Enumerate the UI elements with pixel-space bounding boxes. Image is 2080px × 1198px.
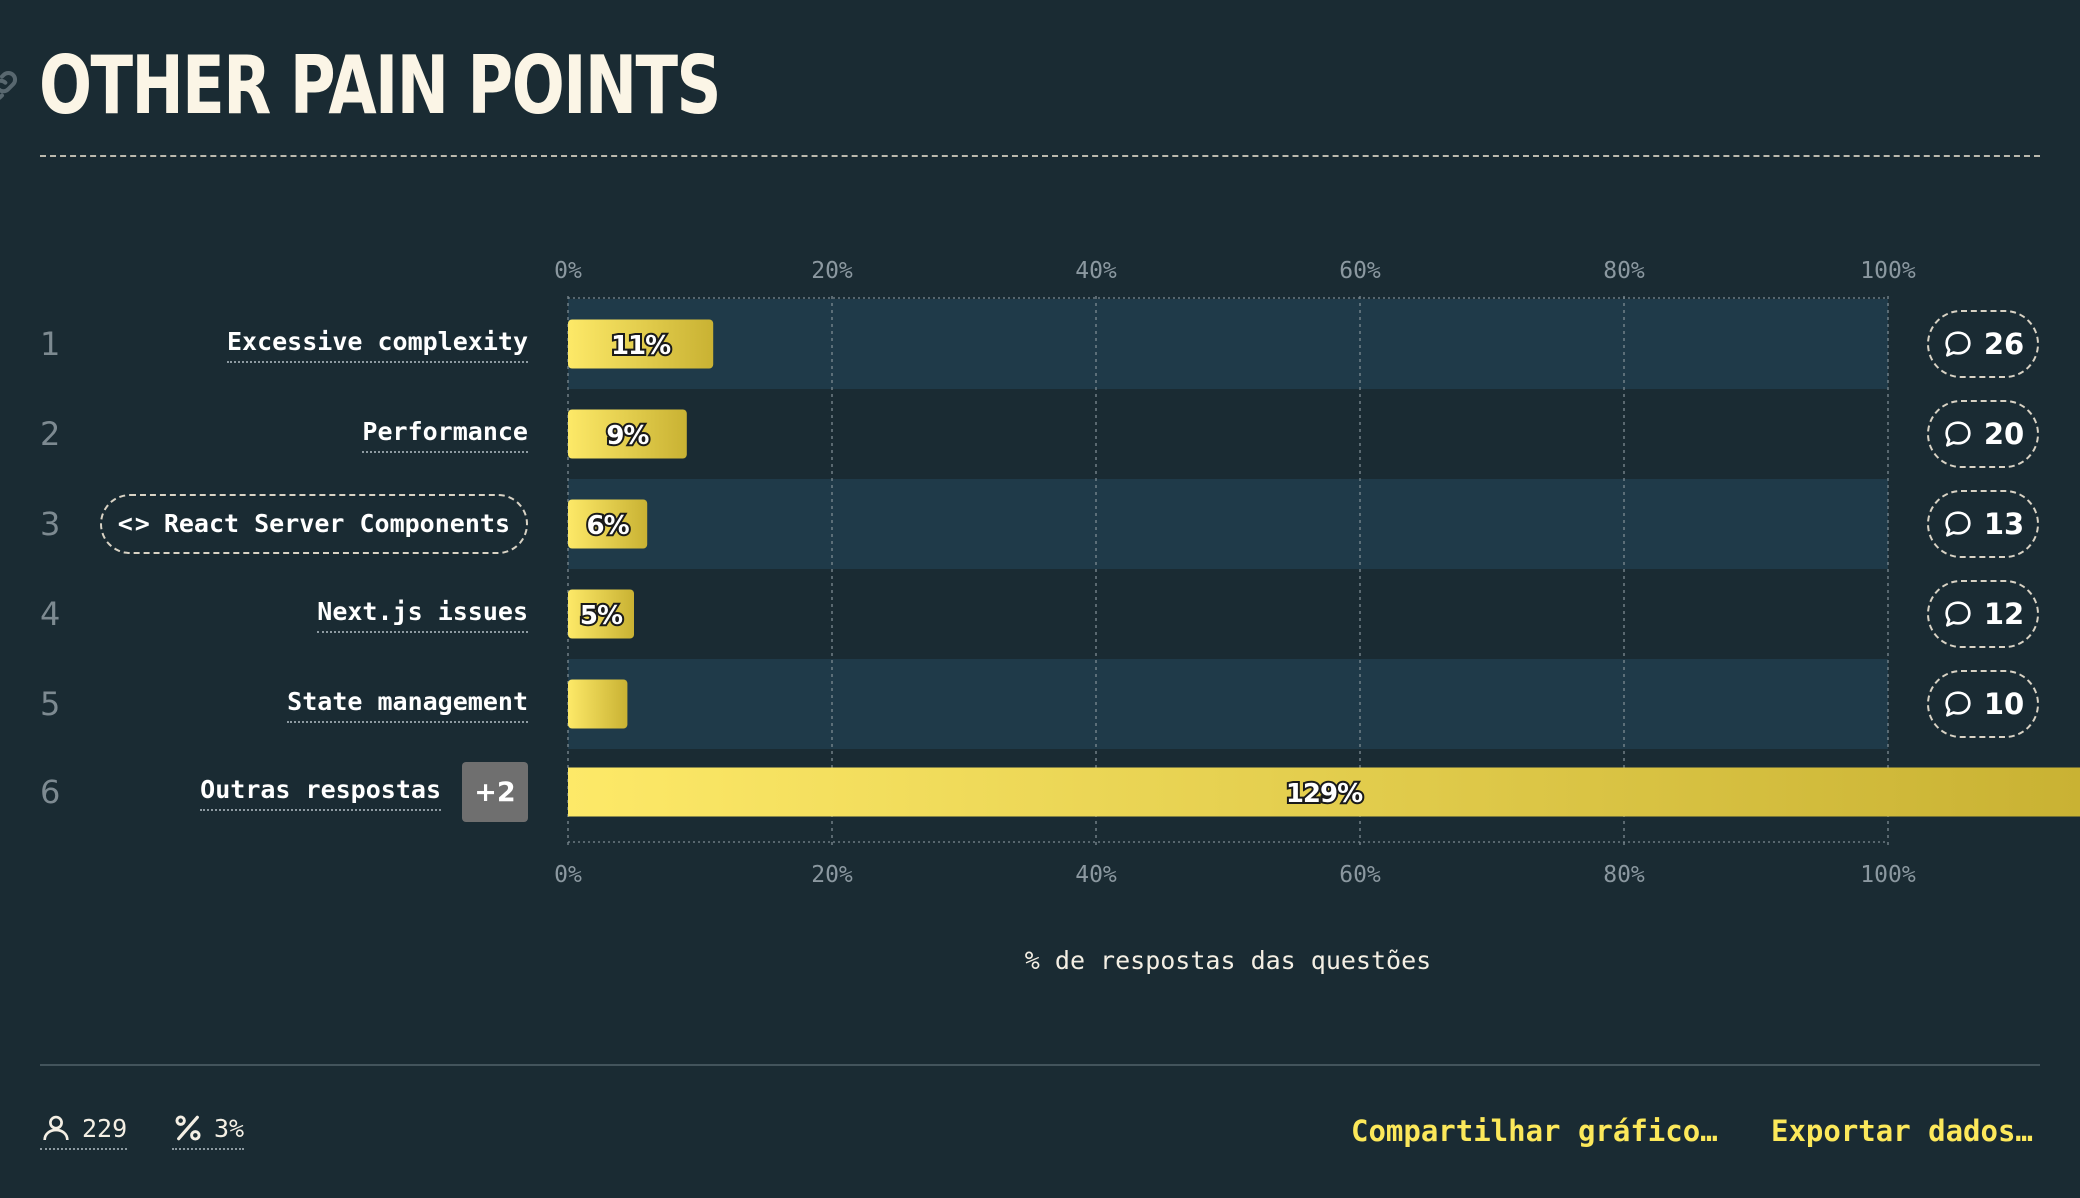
row-band <box>568 299 1888 389</box>
x-tick-label-top: 0% <box>554 258 582 284</box>
row-rank: 1 <box>40 325 61 363</box>
respondents-stat[interactable]: 229 <box>40 1112 128 1150</box>
share-chart-link[interactable]: Compartilhar gráfico… <box>1351 1114 1718 1148</box>
code-icon: <> <box>117 509 152 538</box>
comment-icon <box>1945 601 1971 627</box>
x-tick-label-top: 40% <box>1075 258 1117 284</box>
bar[interactable] <box>568 767 2080 817</box>
row-label[interactable]: State management <box>287 685 528 723</box>
bar-value-label: 129% <box>1286 779 1363 809</box>
export-data-link[interactable]: Exportar dados… <box>1771 1114 2033 1148</box>
respondents-count: 229 <box>82 1113 128 1143</box>
user-icon <box>43 1115 69 1141</box>
percent-value: 3% <box>214 1113 245 1143</box>
comments-button[interactable]: 10 <box>1927 670 2039 738</box>
row-rank: 2 <box>40 415 61 453</box>
x-tick-label-top: 80% <box>1603 258 1645 284</box>
row-rank: 6 <box>40 773 61 811</box>
row-band <box>568 659 1888 749</box>
percent-icon <box>175 1115 201 1141</box>
x-tick-label-top: 60% <box>1339 258 1381 284</box>
bar[interactable] <box>568 499 648 549</box>
row-label[interactable]: Excessive complexity <box>226 325 528 363</box>
row-rank: 4 <box>40 595 61 633</box>
bar[interactable] <box>568 319 714 369</box>
more-answers-badge[interactable]: +2 <box>462 762 528 822</box>
comment-count: 13 <box>1983 507 2025 541</box>
comment-count: 12 <box>1983 597 2025 631</box>
row-rank: 3 <box>40 505 61 543</box>
comment-count: 10 <box>1983 687 2025 721</box>
x-tick-label-bottom: 40% <box>1075 862 1117 888</box>
bar-value-label: 9% <box>606 421 649 451</box>
comment-icon <box>1945 691 1971 717</box>
row-band <box>568 479 1888 569</box>
link-icon[interactable] <box>0 66 22 106</box>
footer-divider <box>40 1064 2040 1066</box>
page-title: OTHER PAIN POINTS <box>39 39 721 132</box>
comment-icon <box>1945 511 1971 537</box>
comment-count: 20 <box>1983 417 2025 451</box>
bar[interactable] <box>568 679 628 729</box>
row-label[interactable]: Outras respostas <box>200 773 441 811</box>
bar[interactable] <box>568 409 687 459</box>
row-label[interactable]: Performance <box>362 415 528 453</box>
bar-value-label: 6% <box>587 511 630 541</box>
comments-button[interactable]: 13 <box>1927 490 2039 558</box>
x-tick-label-bottom: 0% <box>554 862 582 888</box>
x-tick-label-bottom: 100% <box>1860 862 1916 888</box>
percent-stat[interactable]: 3% <box>172 1112 245 1150</box>
x-axis-title: % de respostas das questões <box>1024 946 1432 975</box>
x-tick-label-bottom: 60% <box>1339 862 1381 888</box>
row-label[interactable]: Next.js issues <box>317 595 528 633</box>
row-rank: 5 <box>40 685 61 723</box>
x-tick-label-top: 100% <box>1860 258 1916 284</box>
header-divider <box>40 155 2040 157</box>
comment-icon <box>1945 331 1971 357</box>
comments-button[interactable]: 12 <box>1927 580 2039 648</box>
row-label-text: React Server Components <box>163 509 510 538</box>
bar[interactable] <box>568 589 634 639</box>
x-tick-label-bottom: 80% <box>1603 862 1645 888</box>
comment-icon <box>1945 421 1971 447</box>
bar-value-label: 11% <box>611 331 671 361</box>
comment-count: 26 <box>1983 327 2025 361</box>
x-tick-label-bottom: 20% <box>811 862 853 888</box>
comments-button[interactable]: 20 <box>1927 400 2039 468</box>
row-label[interactable]: <> React Server Components <box>99 494 528 554</box>
comments-button[interactable]: 26 <box>1927 310 2039 378</box>
bar-value-label: 5% <box>580 601 623 631</box>
x-tick-label-top: 20% <box>811 258 853 284</box>
